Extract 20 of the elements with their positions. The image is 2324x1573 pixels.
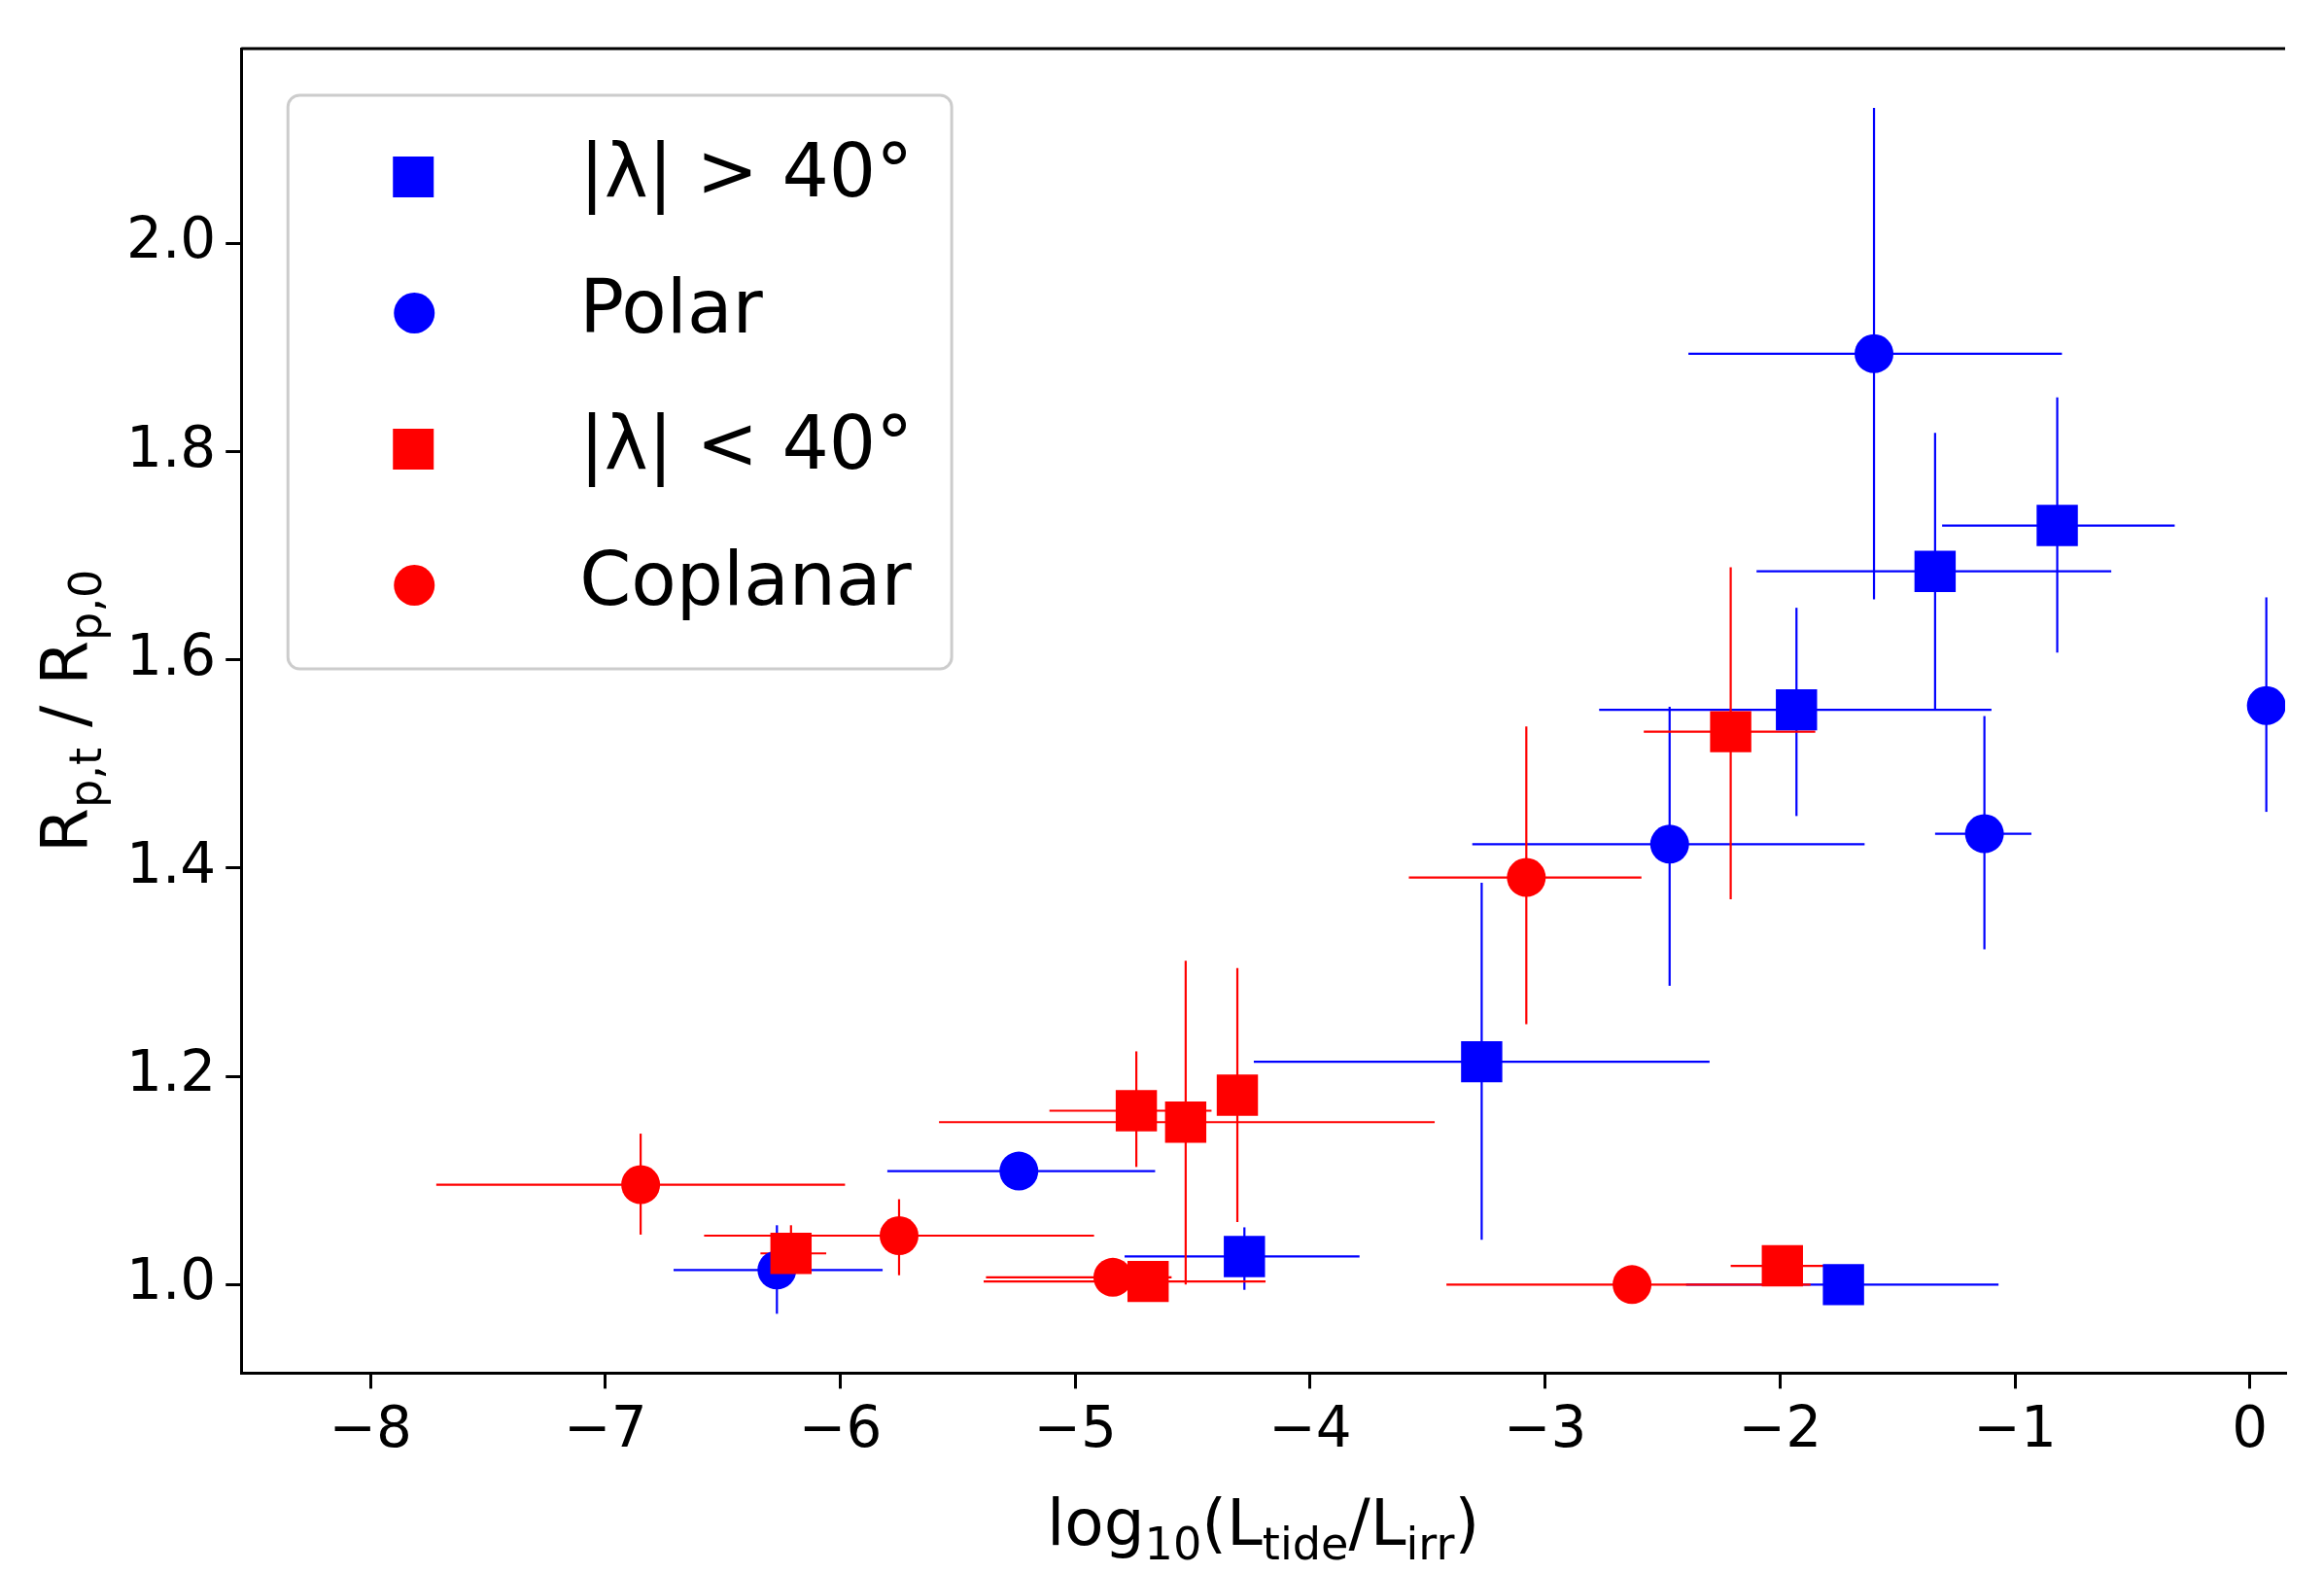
x-tick-label: −1 [1973,1394,2057,1461]
y-tick-label: 1.2 [125,1038,217,1105]
legend-label: |λ| > 40° [579,126,914,215]
y-tick-label: 1.0 [125,1246,217,1313]
legend-label: Coplanar [579,535,913,622]
x-tick-label: −6 [798,1394,883,1461]
y-tick-label: 1.6 [125,621,217,688]
x-tick-label: −2 [1738,1394,1822,1461]
y-tick-label: 2.0 [125,205,217,272]
x-tick-label: −4 [1268,1394,1352,1461]
y-tick-label: 1.4 [125,829,217,896]
x-tick-label: 0 [2232,1394,2269,1461]
x-tick-label: −8 [329,1394,412,1461]
legend-label: Polar [579,262,764,350]
x-tick-label: −5 [1033,1394,1118,1461]
x-tick-label: −7 [564,1394,647,1461]
x-tick-label: −3 [1503,1394,1587,1461]
legend-label: |λ| < 40° [579,399,914,487]
y-tick-label: 1.8 [125,413,217,480]
y-axis-title: Rp,t / Rp,0 [27,569,112,853]
